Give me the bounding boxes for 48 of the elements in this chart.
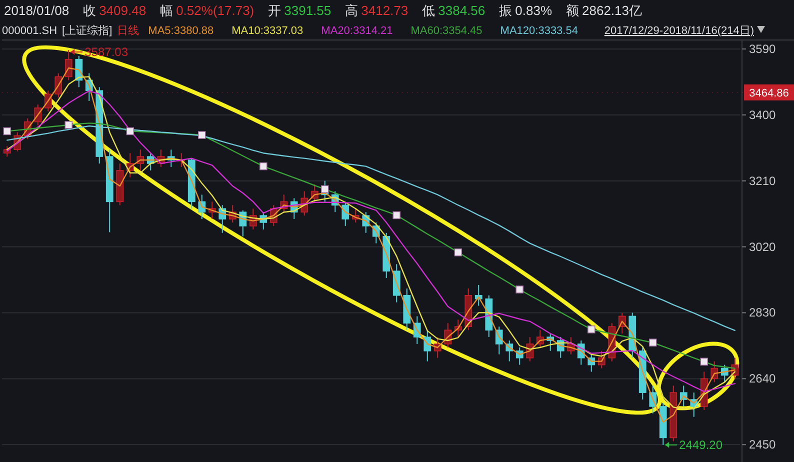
point [700, 358, 708, 366]
text: 幅 [160, 3, 174, 18]
point [198, 131, 206, 139]
y-tick-label: 3210 [749, 174, 776, 188]
point [3, 127, 12, 136]
text: 0.52%(17.73) [176, 3, 254, 18]
annotation: 3587.03 [84, 44, 128, 59]
text: 0.83% [515, 3, 552, 18]
y-tick-label: 2640 [749, 372, 776, 386]
text: 收 [83, 3, 96, 18]
text: 000001.SH [2, 25, 58, 37]
text: 开 [268, 3, 282, 18]
candlestick [342, 201, 350, 226]
text: [上证综指] [62, 24, 112, 37]
point [320, 185, 329, 194]
candlestick [424, 330, 432, 362]
y-tick-label: 2450 [749, 438, 776, 452]
point [648, 338, 657, 346]
annotation: 2449.20 [679, 438, 723, 452]
text: 振 [499, 3, 512, 18]
text: MA60:3354.45 [410, 25, 482, 37]
point [259, 162, 268, 170]
point [392, 211, 401, 220]
text: MA20:3314.21 [321, 25, 393, 37]
point [587, 326, 596, 334]
text: 低 [422, 3, 436, 18]
text: 2018/01/08 [4, 3, 70, 18]
y-tick-label: 2830 [749, 306, 776, 320]
text: 高 [345, 3, 358, 18]
text: 额 [566, 3, 580, 18]
text: 3409.48 [99, 3, 146, 18]
text: 3391.55 [284, 3, 332, 18]
text: 2017/12/29-2018/11/16(214日) [604, 25, 754, 37]
y-tick-label: 3590 [749, 42, 776, 56]
text: MA120:3333.54 [500, 25, 578, 37]
text: MA10:3337.03 [232, 25, 304, 37]
point [516, 286, 524, 294]
text: MA5:3380.88 [148, 25, 214, 37]
text: 3412.73 [361, 3, 408, 18]
text: 3384.56 [438, 3, 486, 18]
point [126, 127, 134, 136]
point [64, 121, 73, 129]
text: 2862.13亿 [582, 3, 642, 18]
y-tick-label: 3020 [749, 240, 776, 254]
ref-line-label: 3464.86 [749, 87, 789, 100]
y-tick-label: 3400 [749, 108, 776, 122]
text: 日线 [117, 24, 140, 37]
point [454, 248, 462, 256]
